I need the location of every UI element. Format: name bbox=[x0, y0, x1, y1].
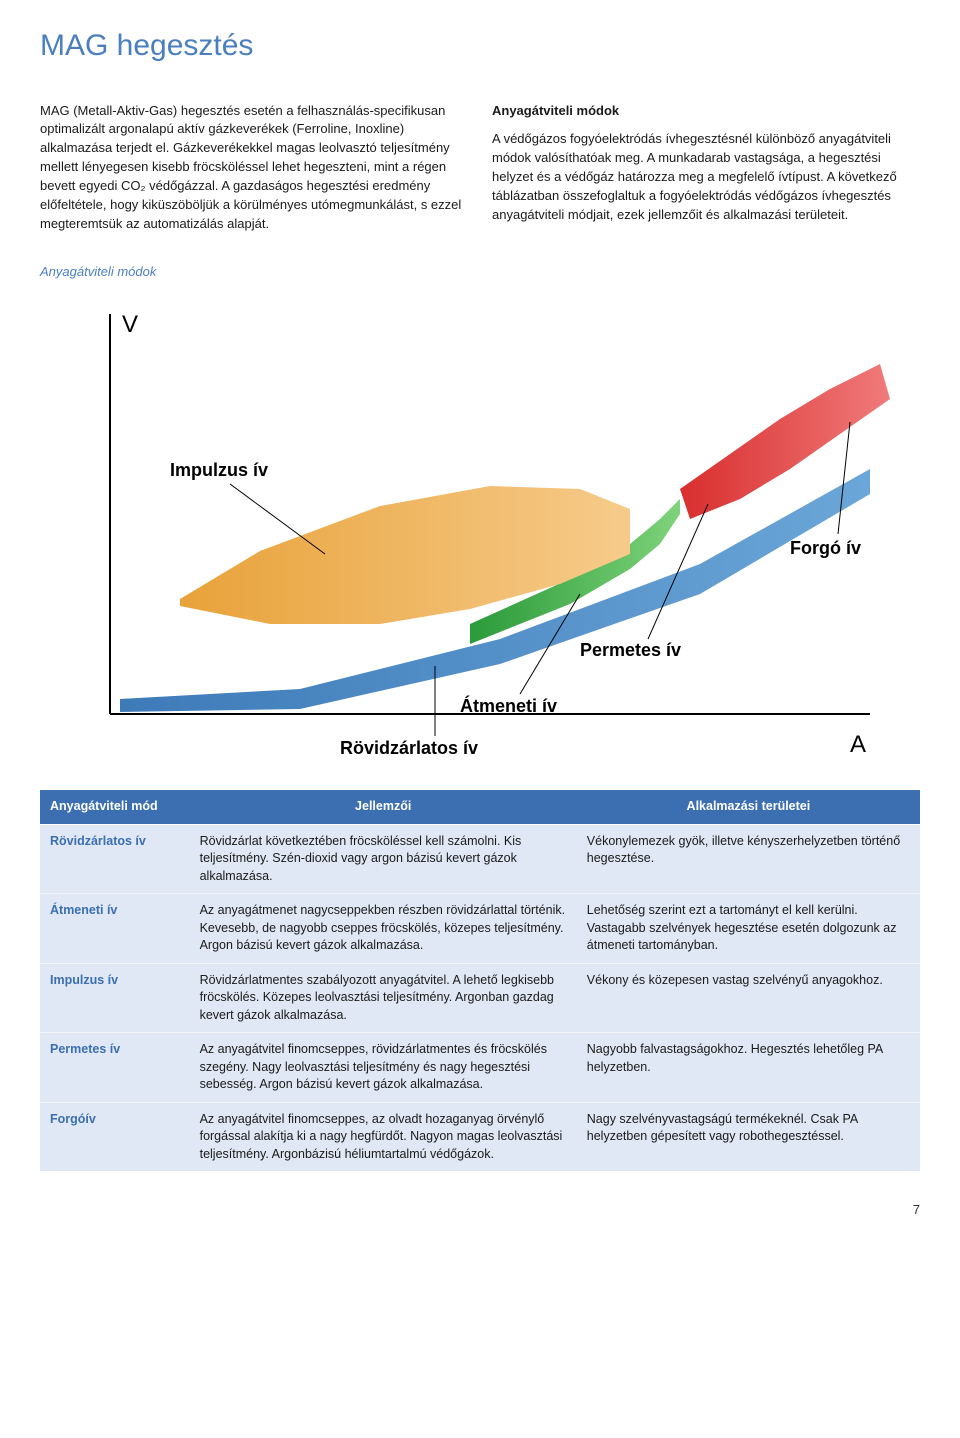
modes-table-head: Anyagátviteli mód Jellemzői Alkalmazási … bbox=[40, 790, 920, 824]
th-mode: Anyagátviteli mód bbox=[40, 790, 190, 824]
intro-right-text: A védőgázos fogyóelektródás ívhegesztésn… bbox=[492, 130, 920, 224]
chart-caption: Anyagátviteli módok bbox=[40, 263, 920, 282]
cell-mode: Forgóív bbox=[40, 1102, 190, 1171]
arc-chart: V A Rövidzárlatos ív Átmeneti ív Impulzus ív… bbox=[40, 294, 920, 764]
chart-leader-forgo bbox=[838, 422, 850, 534]
page-title: MAG hegesztés bbox=[40, 24, 920, 68]
intro-left-text: MAG (Metall-Aktiv-Gas) hegesztés esetén … bbox=[40, 102, 468, 234]
table-row: Rövidzárlatos ívRövidzárlat következtébe… bbox=[40, 824, 920, 894]
table-row: Átmeneti ívAz anyagátmenet nagycseppekbe… bbox=[40, 894, 920, 964]
intro-right-heading: Anyagátviteli módok bbox=[492, 102, 920, 121]
chart-label-permetes: Permetes ív bbox=[580, 640, 681, 660]
table-row: ForgóívAz anyagátvitel finomcseppes, az … bbox=[40, 1102, 920, 1171]
intro-left: MAG (Metall-Aktiv-Gas) hegesztés esetén … bbox=[40, 102, 468, 234]
modes-table: Anyagátviteli mód Jellemzői Alkalmazási … bbox=[40, 790, 920, 1171]
chart-x-label: A bbox=[850, 731, 866, 758]
cell-jell: Rövidzárlatmentes szabályozott anyagátvi… bbox=[190, 963, 577, 1033]
intro-columns: MAG (Metall-Aktiv-Gas) hegesztés esetén … bbox=[40, 102, 920, 234]
arc-chart-svg: V A Rövidzárlatos ív Átmeneti ív Impulzus ív… bbox=[40, 294, 920, 764]
cell-mode: Rövidzárlatos ív bbox=[40, 824, 190, 894]
chart-leader-impulzus bbox=[230, 484, 325, 554]
cell-mode: Impulzus ív bbox=[40, 963, 190, 1033]
cell-alk: Lehetőség szerint ezt a tartományt el ke… bbox=[577, 894, 920, 964]
cell-mode: Permetes ív bbox=[40, 1033, 190, 1103]
th-jell: Jellemzői bbox=[190, 790, 577, 824]
table-row: Impulzus ívRövidzárlatmentes szabályozot… bbox=[40, 963, 920, 1033]
chart-label-atmeneti: Átmeneti ív bbox=[460, 695, 557, 716]
cell-jell: Az anyagátvitel finomcseppes, az olvadt … bbox=[190, 1102, 577, 1171]
cell-alk: Vékony és közepesen vastag szelvényű any… bbox=[577, 963, 920, 1033]
cell-jell: Rövidzárlat következtében fröcsköléssel … bbox=[190, 824, 577, 894]
cell-mode: Átmeneti ív bbox=[40, 894, 190, 964]
chart-label-forgo: Forgó ív bbox=[790, 538, 861, 558]
th-alk: Alkalmazási területei bbox=[577, 790, 920, 824]
modes-table-body: Rövidzárlatos ívRövidzárlat következtébe… bbox=[40, 824, 920, 1171]
intro-right: Anyagátviteli módok A védőgázos fogyóele… bbox=[492, 102, 920, 234]
table-row: Permetes ívAz anyagátvitel finomcseppes,… bbox=[40, 1033, 920, 1103]
cell-jell: Az anyagátvitel finomcseppes, rövidzárla… bbox=[190, 1033, 577, 1103]
page-number: 7 bbox=[40, 1201, 920, 1220]
cell-alk: Nagy szelvényvastagságú termékeknél. Csa… bbox=[577, 1102, 920, 1171]
cell-jell: Az anyagátmenet nagycseppekben részben r… bbox=[190, 894, 577, 964]
chart-label-rovidzarlatos: Rövidzárlatos ív bbox=[340, 738, 478, 758]
cell-alk: Nagyobb falvastagságokhoz. Hegesztés leh… bbox=[577, 1033, 920, 1103]
chart-y-label: V bbox=[122, 311, 138, 338]
cell-alk: Vékonylemezek gyök, illetve kényszerhely… bbox=[577, 824, 920, 894]
chart-label-impulzus: Impulzus ív bbox=[170, 460, 268, 480]
